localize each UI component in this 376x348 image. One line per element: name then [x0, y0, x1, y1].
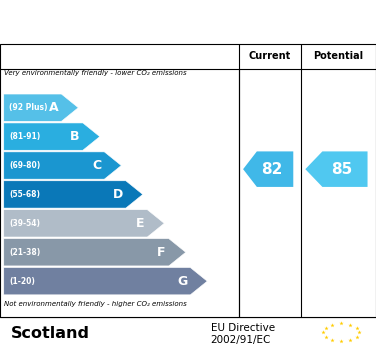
Text: (39-54): (39-54): [9, 219, 40, 228]
Text: 85: 85: [331, 162, 352, 177]
Text: (1-20): (1-20): [9, 277, 35, 286]
Text: Potential: Potential: [313, 51, 364, 61]
Text: (81-91): (81-91): [9, 132, 41, 141]
Text: Not environmentally friendly - higher CO₂ emissions: Not environmentally friendly - higher CO…: [4, 301, 186, 307]
Text: F: F: [157, 246, 166, 259]
Polygon shape: [4, 239, 186, 266]
Text: Current: Current: [249, 51, 291, 61]
Text: Environmental Impact (CO₂) Rating: Environmental Impact (CO₂) Rating: [43, 14, 333, 29]
Text: C: C: [92, 159, 102, 172]
Text: D: D: [112, 188, 123, 201]
Text: 82: 82: [261, 162, 283, 177]
Polygon shape: [243, 151, 293, 187]
Text: G: G: [177, 275, 187, 288]
Text: 2002/91/EC: 2002/91/EC: [211, 335, 271, 345]
Text: A: A: [49, 101, 58, 114]
Polygon shape: [4, 181, 143, 208]
Polygon shape: [4, 123, 100, 150]
Polygon shape: [4, 152, 121, 179]
Text: (55-68): (55-68): [9, 190, 40, 199]
Text: (69-80): (69-80): [9, 161, 41, 170]
Polygon shape: [305, 151, 368, 187]
Polygon shape: [4, 210, 164, 237]
Text: E: E: [136, 217, 144, 230]
Text: Scotland: Scotland: [11, 326, 90, 341]
Polygon shape: [4, 268, 207, 295]
Text: (21-38): (21-38): [9, 248, 41, 257]
Text: (92 Plus): (92 Plus): [9, 103, 48, 112]
Polygon shape: [4, 94, 78, 121]
Text: B: B: [70, 130, 80, 143]
Text: EU Directive: EU Directive: [211, 323, 275, 333]
Text: Very environmentally friendly - lower CO₂ emissions: Very environmentally friendly - lower CO…: [4, 70, 186, 76]
